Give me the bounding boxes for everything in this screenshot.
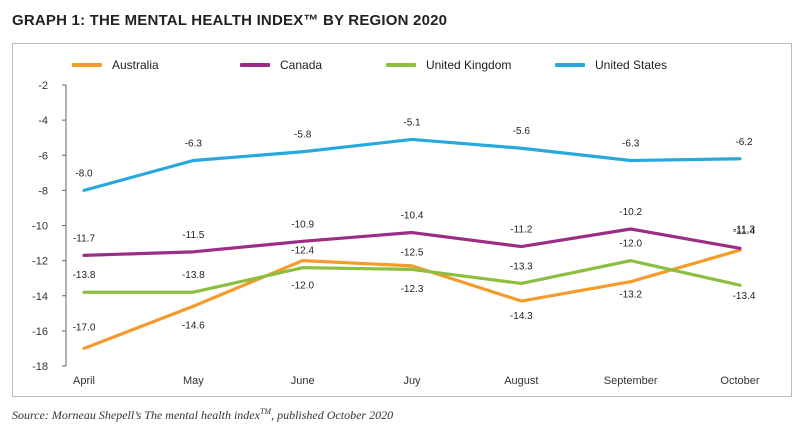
data-label: -12.0 — [291, 281, 314, 292]
data-label: -11.5 — [182, 230, 204, 241]
data-label: -12.3 — [401, 284, 424, 295]
x-tick-label: October — [720, 375, 759, 387]
chart-panel — [12, 43, 792, 397]
data-label: -10.9 — [291, 219, 314, 230]
data-label: -13.4 — [733, 291, 756, 302]
data-label: -12.0 — [619, 239, 642, 250]
series-line-united-states — [82, 137, 742, 192]
x-tick-label: May — [183, 375, 204, 387]
data-label: -13.8 — [73, 270, 96, 281]
series-line-australia — [82, 248, 742, 351]
x-tick-label: August — [504, 375, 538, 387]
source-prefix: Source: Morneau Shepell’s The mental hea… — [12, 408, 260, 422]
data-label: -14.3 — [510, 311, 533, 322]
legend-item-canada: Canada — [240, 58, 322, 72]
data-label: -6.3 — [622, 139, 640, 150]
data-label: -11.4 — [733, 226, 755, 237]
source-suffix: , published October 2020 — [271, 408, 394, 422]
y-tick-label: -2 — [38, 80, 48, 92]
y-tick-label: -4 — [38, 115, 48, 127]
y-tick-label: -16 — [32, 326, 48, 338]
y-tick-label: -6 — [38, 150, 48, 162]
y-tick-label: -12 — [32, 256, 48, 268]
x-tick-label: September — [604, 375, 658, 387]
data-label: -12.4 — [291, 246, 314, 257]
data-label: -10.4 — [401, 211, 424, 222]
data-label: -12.5 — [401, 247, 424, 258]
data-label: -17.0 — [73, 322, 96, 333]
legend-item-australia: Australia — [72, 58, 159, 72]
source-tm: TM — [259, 407, 272, 416]
data-label: -5.1 — [403, 117, 421, 128]
y-tick-label: -10 — [32, 221, 48, 233]
x-tick-label: June — [291, 375, 315, 387]
data-label: -11.2 — [510, 225, 532, 236]
data-label: -5.6 — [513, 126, 531, 137]
series-line-canada — [82, 227, 742, 257]
data-label: -11.7 — [73, 233, 95, 244]
legend-swatch-australia — [72, 63, 102, 67]
legend-item-united-kingdom: United Kingdom — [386, 58, 511, 72]
legend-item-united-states: United States — [555, 58, 667, 72]
legend-swatch-united-states — [555, 63, 585, 67]
data-label: -13.8 — [182, 270, 205, 281]
x-tick-label: Juy — [403, 375, 421, 387]
data-label: -11.3 — [733, 224, 755, 235]
source-note: Source: Morneau Shepell’s The mental hea… — [12, 407, 393, 423]
x-tick-label: April — [73, 375, 95, 387]
data-label: -10.2 — [619, 207, 642, 218]
data-label: -6.2 — [735, 137, 753, 148]
y-tick-label: -14 — [32, 291, 48, 303]
data-label: -8.0 — [75, 168, 93, 179]
legend-label-united-kingdom: United Kingdom — [426, 58, 512, 72]
chart-title: GRAPH 1: THE MENTAL HEALTH INDEX™ BY REG… — [12, 12, 448, 29]
data-label: -5.8 — [294, 130, 312, 141]
data-label: -14.6 — [182, 320, 205, 331]
data-label: -13.3 — [510, 261, 533, 272]
data-label: -13.2 — [619, 290, 642, 301]
legend-label-canada: Canada — [280, 58, 323, 72]
legend-label-australia: Australia — [112, 58, 159, 72]
data-label: -6.3 — [185, 139, 203, 150]
y-tick-label: -18 — [32, 361, 48, 373]
series-line-united-kingdom — [82, 259, 742, 294]
legend-label-united-states: United States — [595, 58, 668, 72]
y-tick-label: -8 — [38, 185, 48, 197]
legend-swatch-canada — [240, 63, 270, 67]
legend-swatch-united-kingdom — [386, 63, 416, 67]
